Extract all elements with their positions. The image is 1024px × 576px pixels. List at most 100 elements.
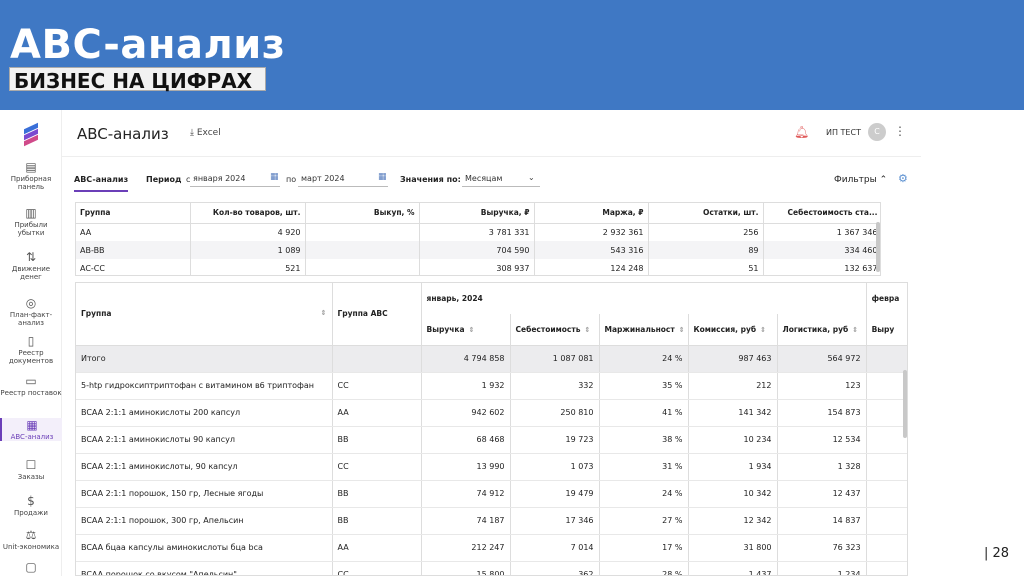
sidebar-item[interactable]: ▤ Приборная панель — [0, 160, 62, 191]
cell-abc: BB — [332, 426, 422, 454]
cell-revenue: 13 990 — [421, 453, 511, 481]
cell-abc: CC — [332, 372, 422, 400]
chevron-down-icon[interactable]: ⌄ — [528, 173, 535, 182]
calendar-icon[interactable]: ▦ — [270, 172, 279, 182]
summary-cell: 2 932 361 — [534, 223, 649, 241]
summary-col-header[interactable]: Себестоимость ста... — [763, 203, 880, 224]
summary-row[interactable]: AC-CC 521 308 937 124 248 51 132 637 — [76, 259, 880, 275]
sidebar-item[interactable]: ▢ — [0, 560, 62, 575]
summary-col-header[interactable]: Остатки, шт. — [648, 203, 764, 224]
sort-icon[interactable]: ⇕ — [678, 325, 685, 334]
app-window: ▤ Приборная панель ▥ Прибыли убытки ⇅ Движени… — [0, 110, 921, 576]
table-row[interactable]: BCAA 2:1:1 аминокислоты, 90 капсул CC 13 9… — [76, 453, 907, 481]
table-row[interactable]: 5-htp гидроксиптриптофан с витамином в6 … — [76, 372, 907, 400]
sidebar-item[interactable]: ⚖ Unit-экономика — [0, 528, 62, 551]
period-to-input[interactable]: март 2024 — [298, 172, 388, 187]
summary-cell: 334 460 — [763, 241, 880, 259]
filters-toggle[interactable]: Фильтры ⌃ — [834, 175, 887, 185]
sidebar-item[interactable]: ◎ План-факт-анализ — [0, 296, 62, 327]
cell-revenue: 74 187 — [421, 507, 511, 535]
metric-col-header[interactable]: Маржинальност ⇕ — [599, 314, 689, 346]
cell-name: BCAA 2:1:1 аминокислоты 90 капсул — [76, 426, 333, 454]
col-group-header[interactable]: Группа ⇕ — [76, 283, 333, 346]
metric-col-header[interactable]: Себестоимость ⇕ — [510, 314, 600, 346]
table-row[interactable]: BCAA 2:1:1 аминокислоты 90 капсул BB 68 46… — [76, 426, 907, 454]
summary-col-header[interactable]: Кол-во товаров, шт. — [190, 203, 306, 224]
sort-icon[interactable]: ⇕ — [584, 325, 591, 334]
summary-col-header[interactable]: Выкуп, % — [305, 203, 420, 224]
sort-icon[interactable]: ⇕ — [320, 309, 327, 318]
cell-logistics: 1 328 — [777, 453, 867, 481]
more-vertical-icon[interactable]: ⋮ — [894, 124, 906, 138]
main-scrollbar[interactable] — [903, 370, 907, 438]
values-select[interactable]: Месяцам — [462, 172, 540, 187]
summary-cell: 51 — [648, 259, 764, 275]
metric-col-header[interactable]: Выру — [866, 314, 907, 346]
metric-col-header[interactable]: Комиссия, руб ⇕ — [688, 314, 778, 346]
table-row[interactable]: BCAA 2:1:1 порошок, 150 гр, Лесные ягоды… — [76, 480, 907, 508]
metric-col-header[interactable]: Выручка ⇕ — [421, 314, 511, 346]
table-row[interactable]: BCAA 2:1:1 порошок, 300 гр, Апельсин BB 74… — [76, 507, 907, 535]
col-abc-header[interactable]: Группа ABC — [332, 283, 422, 346]
avatar[interactable]: С — [868, 123, 886, 141]
sort-icon[interactable]: ⇕ — [852, 325, 859, 334]
sidebar-item-label: Реестр поставок — [0, 389, 62, 397]
sidebar-item[interactable]: $ Продажи — [0, 494, 62, 517]
metric-col-header[interactable]: Логистика, руб ⇕ — [777, 314, 867, 346]
table-row[interactable]: BCAA 2:1:1 аминокислоты 200 капсул AA 942 … — [76, 399, 907, 427]
bell-icon[interactable]: 🔔︎ — [794, 125, 810, 139]
cell-cost: 250 810 — [510, 399, 600, 427]
sidebar-item[interactable]: ☐ Заказы — [0, 458, 62, 481]
abc-table: Группа ⇕ Группа ABC январь, 2024 февра Вы… — [75, 282, 908, 576]
cell-name: BCAA 2:1:1 порошок, 150 гр, Лесные ягоды — [76, 480, 333, 508]
summary-row[interactable]: AA 4 920 3 781 331 2 932 361 256 1 367 346 — [76, 223, 880, 241]
table-row[interactable]: BCAA бцаа капсулы аминокислоты бца bca AA… — [76, 534, 907, 562]
summary-col-header[interactable]: Маржа, ₽ — [534, 203, 649, 224]
summary-col-header[interactable]: Выручка, ₽ — [419, 203, 535, 224]
slide-subtitle: БИЗНЕС НА ЦИФРАХ — [14, 69, 253, 93]
summary-cell: 132 637 — [763, 259, 880, 275]
bar-chart-icon: ▥ — [25, 206, 37, 220]
sidebar-item[interactable]: ▭ Реестр поставок — [0, 374, 62, 397]
gear-icon[interactable]: ⚙ — [898, 172, 908, 185]
cell-name: BCAA бцаа капсулы аминокислоты бца bca — [76, 534, 333, 562]
filter-bar: ABC-анализ Период с января 2024 ▦ по мар… — [62, 156, 921, 196]
cell-cost: 1 073 — [510, 453, 600, 481]
summary-cell: 4 920 — [190, 223, 306, 241]
calendar-icon[interactable]: ▦ — [378, 172, 387, 182]
cell-margin: 38 % — [599, 426, 689, 454]
cell-name: BCAA 2:1:1 аминокислоты 200 капсул — [76, 399, 333, 427]
sidebar-item[interactable]: ▥ Прибыли убытки — [0, 206, 62, 237]
summary-scrollbar[interactable] — [876, 222, 880, 272]
cell-next-month — [866, 426, 907, 454]
sidebar-item[interactable]: ⇅ Движение денег — [0, 250, 62, 281]
sidebar-item-label: Unit-экономика — [2, 543, 60, 551]
tab-abc-analysis[interactable]: ABC-анализ — [74, 175, 129, 192]
cell-abc: AA — [332, 534, 422, 562]
sidebar-item[interactable]: ▯ Реестр документов — [0, 334, 62, 365]
cell-revenue: 1 932 — [421, 372, 511, 400]
summary-cell: 543 316 — [534, 241, 649, 259]
cell-next-month — [866, 561, 907, 575]
sidebar-item[interactable]: ▦ ABC-анализ — [0, 418, 62, 441]
period-from-input[interactable]: января 2024 — [190, 172, 280, 187]
excel-export-button[interactable]: ⤓ Excel — [190, 128, 221, 138]
cell-cost: 332 — [510, 372, 600, 400]
cell-cost: 17 346 — [510, 507, 600, 535]
cell-abc: BB — [332, 480, 422, 508]
cell-logistics: 154 873 — [777, 399, 867, 427]
total-row[interactable]: Итого 4 794 858 1 087 081 24 % 987 463 564 97… — [76, 345, 907, 373]
summary-row[interactable]: AB-BB 1 089 704 590 543 316 89 334 460 — [76, 241, 880, 259]
sidebar-item-label: Заказы — [17, 473, 45, 481]
cell-revenue: 942 602 — [421, 399, 511, 427]
cell-next-month — [866, 534, 907, 562]
table-row[interactable]: BCAA порошок со вкусом "Апельсин" CC 15 80… — [76, 561, 907, 575]
user-name[interactable]: ИП ТЕСТ — [826, 128, 861, 137]
sort-icon[interactable]: ⇕ — [468, 325, 475, 334]
cell-revenue: 68 468 — [421, 426, 511, 454]
cell-commission: 10 234 — [688, 426, 778, 454]
sort-icon[interactable]: ⇕ — [760, 325, 766, 334]
summary-col-header[interactable]: Группа — [76, 203, 191, 224]
summary-cell: 1 367 346 — [763, 223, 880, 241]
cell-revenue: 4 794 858 — [421, 345, 511, 373]
